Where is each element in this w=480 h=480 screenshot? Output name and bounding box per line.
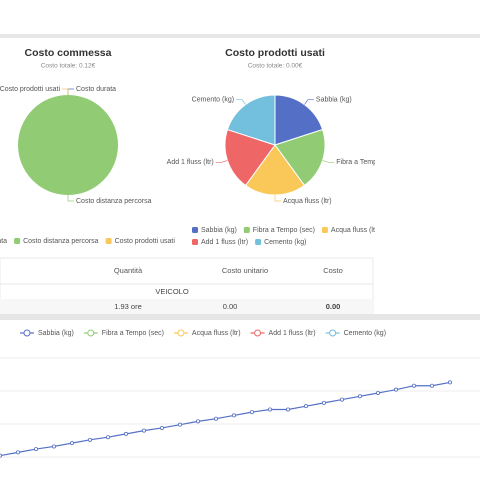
label-line [322,160,335,163]
point [0,453,2,458]
table-group: VEICOLO [155,287,189,296]
table-cell: 0.00 [223,302,238,311]
slice-label: Costo prodotti usati [0,86,60,93]
legend-marker [321,227,328,233]
label-line [67,88,74,95]
legend-label: Fibra a Tempo (sec) [102,330,164,337]
legend-label: Fibra a Tempo (sec) [253,227,315,234]
point [177,422,182,427]
point [393,387,398,392]
slice-label: Sabbia (kg) [316,97,352,104]
legend-marker [329,329,337,337]
slice-label: Acqua fluss (ltr) [283,198,332,205]
legend-label: Acqua fluss (ltr) [331,227,380,234]
label-line [215,160,228,163]
legend-label: Add 1 fluss (ltr) [201,239,248,246]
legend-label: Cemento (kg) [344,330,386,337]
pie-slice [226,94,276,146]
point [88,437,93,442]
point [213,416,218,421]
legend-label: Acqua fluss (ltr) [192,330,241,337]
point [447,380,452,385]
point [249,410,254,415]
point [321,400,326,405]
pie-chart: Costo prodotti usati Costo totale: 0.00€ S… [167,47,398,246]
legend-marker [192,239,198,245]
table-cell: 0.00 [326,302,341,311]
slice-label: Add 1 fluss (ltr) [167,159,214,166]
point [195,419,200,424]
point [34,447,39,452]
point [159,425,164,430]
point [124,431,129,436]
point [285,407,290,412]
legend-marker [243,227,250,233]
pie-slice [274,94,324,146]
legend-marker [87,329,95,337]
legend-label: Sabbia (kg) [38,330,74,337]
table-header: Costo unitario [222,266,268,275]
table-row-bg [0,299,373,315]
legend-label: Sabbia (kg) [201,227,237,234]
pie-slice [224,128,276,187]
point [267,407,272,412]
table-header: Costo [323,266,343,275]
point [303,404,308,409]
slice-label: Cemento (kg) [192,97,234,104]
legend-label: Add 1 fluss (ltr) [269,330,316,337]
legend-marker [177,329,185,337]
label-line [62,88,69,95]
chart-title: Costo prodotti usati [225,47,325,59]
legend-marker [192,227,198,233]
point [141,428,146,433]
label-line [236,99,246,105]
chart-subtitle: Costo totale: 0.12€ [41,63,96,70]
point [231,413,236,418]
slice-label: Costo distanza percorsa [76,198,152,205]
pie-slice [18,95,118,195]
point [339,397,344,402]
table-cell: 1.93 ore [114,302,142,311]
pie-slice [244,144,306,196]
chart-subtitle: Costo totale: 0.00€ [248,63,303,70]
legend-label: Costo distanza percorsa [23,238,99,245]
point [429,383,434,388]
legend-marker [105,238,112,244]
label-line [274,195,281,202]
pie-slice [274,128,326,187]
line-chart: Sabbia (kg) Fibra a Tempo (sec) Acqua flus… [0,329,480,458]
point [15,450,20,455]
legend-label: Costo prodotti usati [115,238,176,245]
legend-label: Costo durata [0,238,7,245]
point [106,435,111,440]
slice-label: Fibra a Tempo (sec) [336,159,398,166]
point [70,441,75,446]
point [52,444,57,449]
point [411,383,416,388]
slice-label: Costo durata [76,86,116,93]
divider [0,34,480,38]
chart-title: Costo commessa [25,47,112,59]
divider [0,314,480,320]
legend-marker [14,238,21,244]
label-line [304,99,314,105]
label-line [67,195,74,202]
legend-marker [23,329,31,337]
table-header: Quantità [114,266,143,275]
series-line [0,381,451,457]
legend-marker [255,239,262,245]
point [375,390,380,395]
legend-marker [254,329,262,337]
legend-label: Cemento (kg) [264,239,306,246]
pie-chart: Costo commessa Costo totale: 0.12€ Costo d… [0,47,175,245]
point [357,394,362,399]
